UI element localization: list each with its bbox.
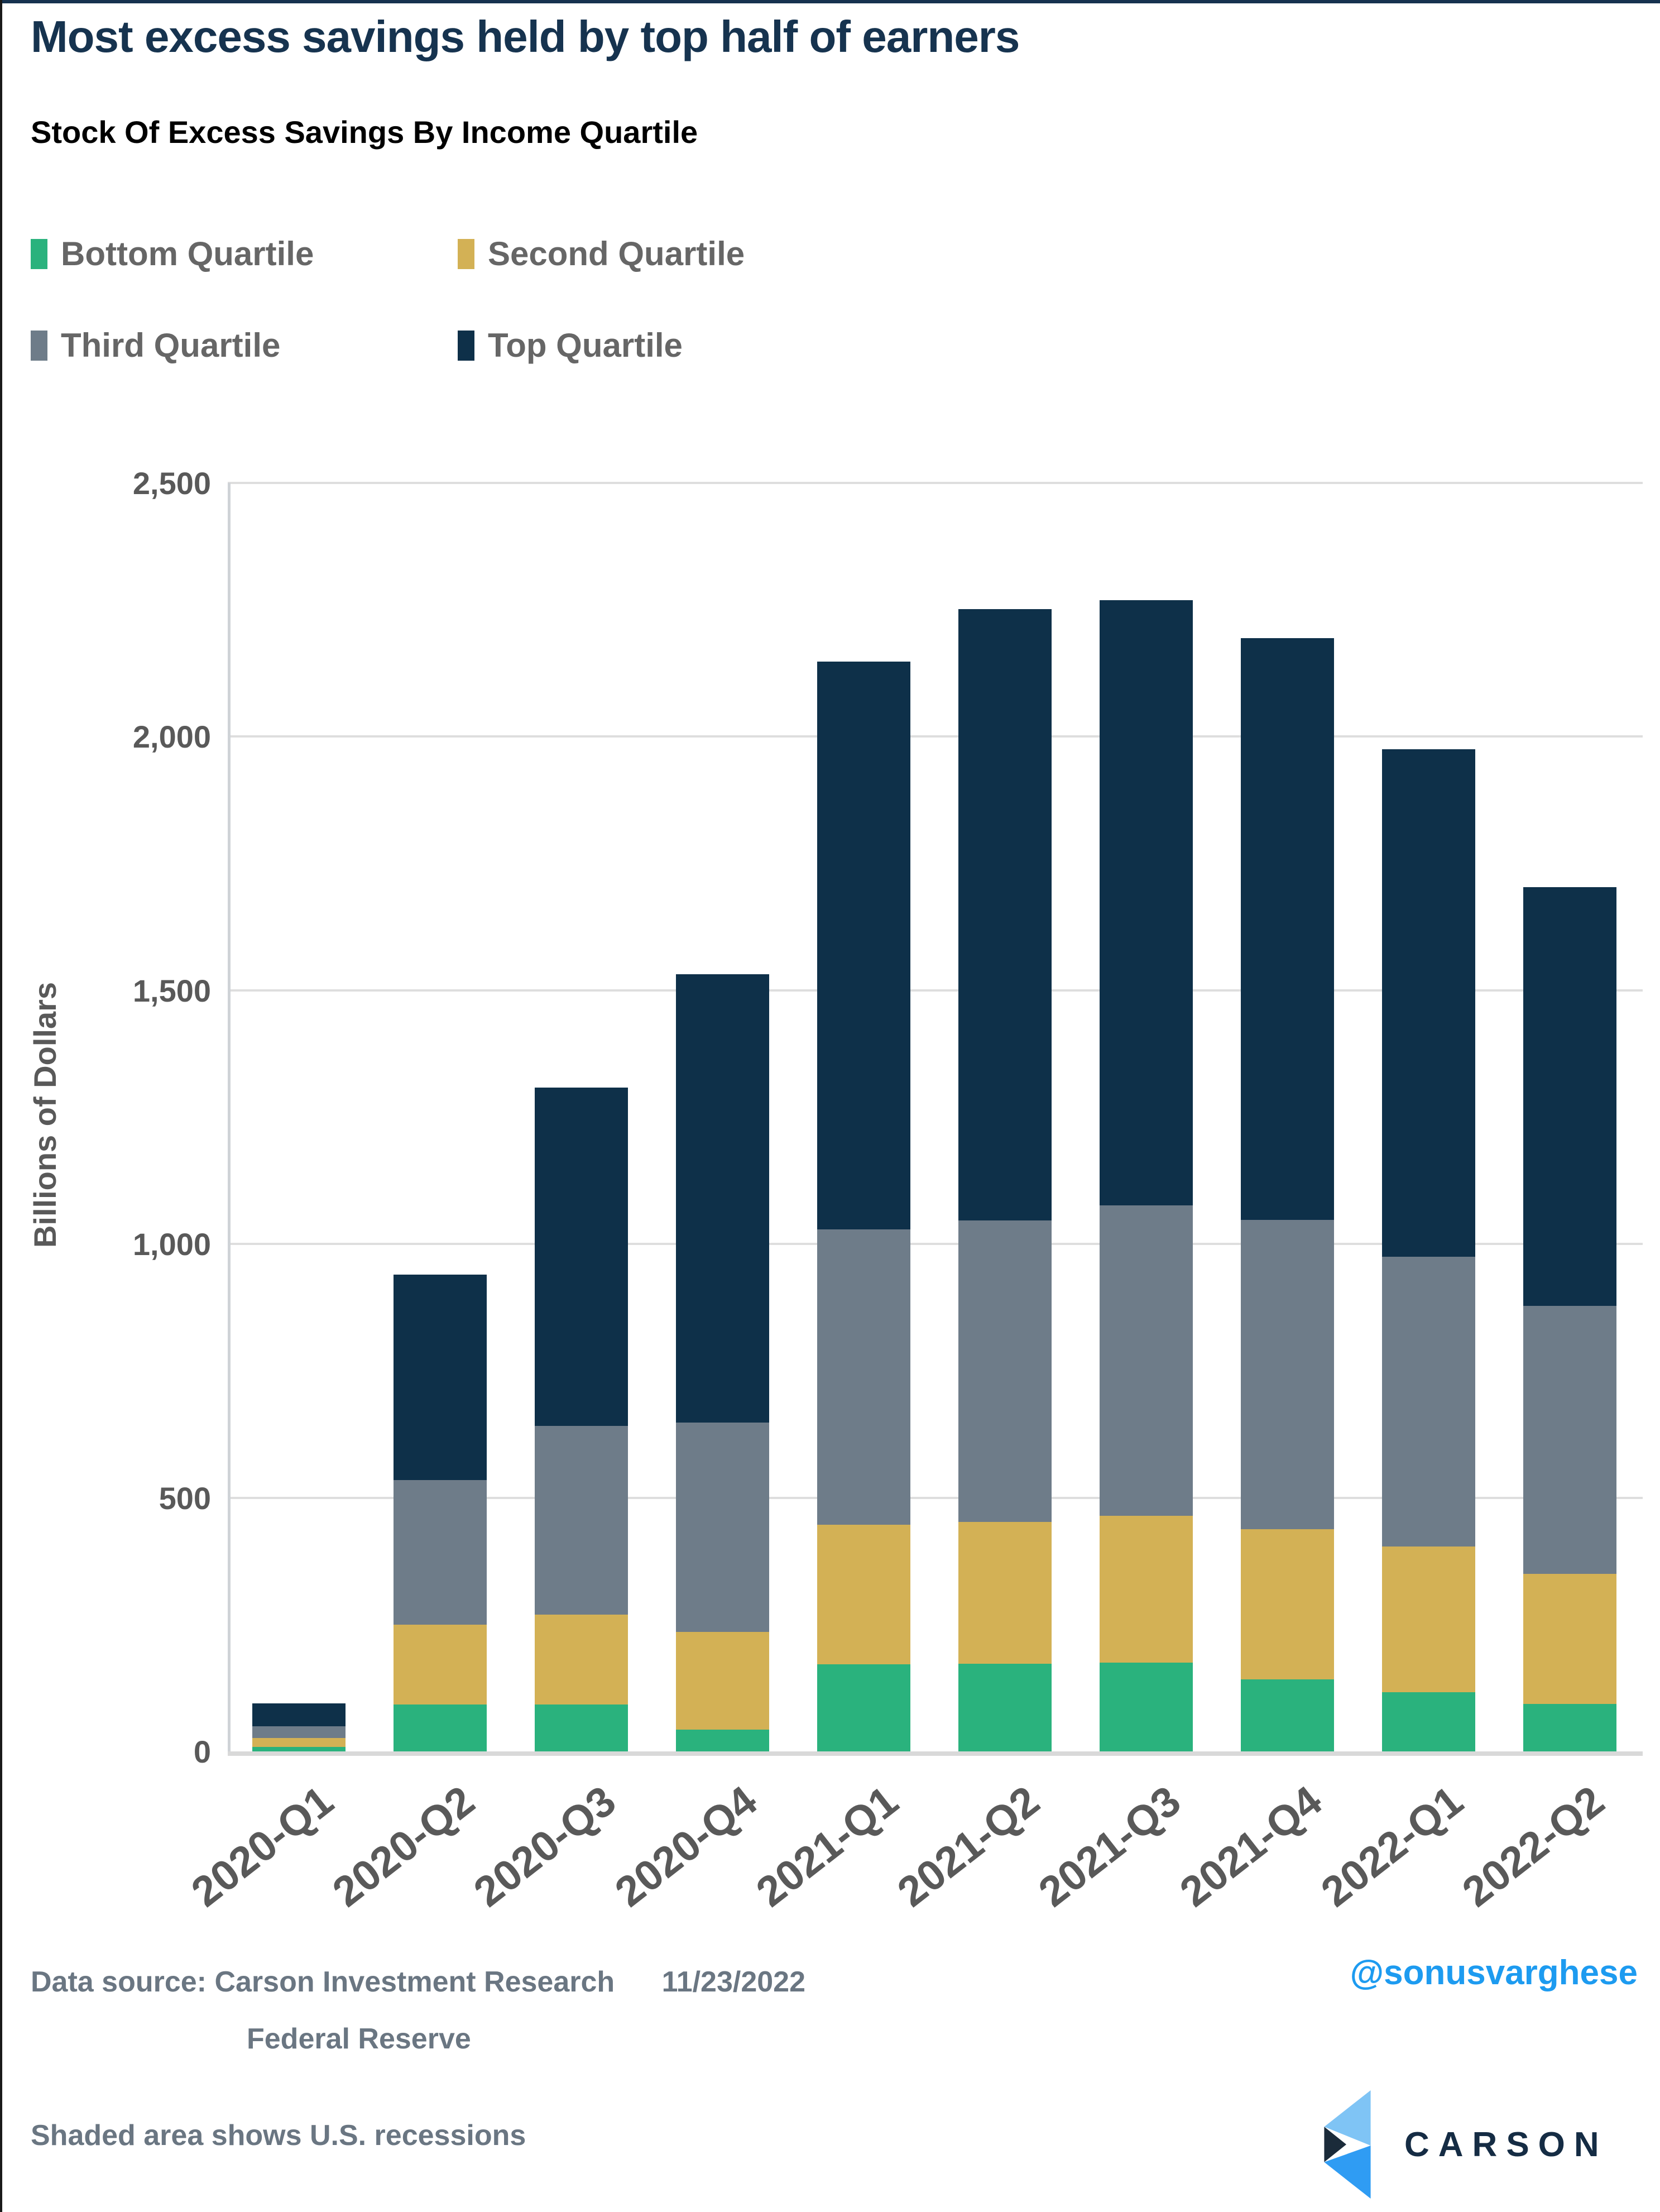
bar-segment-top-quartile [1381, 749, 1475, 1257]
bar-segment-third-quartile [1381, 1256, 1475, 1547]
legend-swatch-second-quartile-icon [458, 238, 474, 269]
bar-segment-top-quartile [534, 1088, 628, 1426]
legend-item-bottom-quartile: Bottom Quartile [31, 234, 458, 273]
bar-segment-second-quartile [393, 1624, 487, 1705]
legend-item-second-quartile: Second Quartile [458, 234, 745, 273]
bar-segment-top-quartile [252, 1703, 346, 1726]
chart-subtitle: Stock Of Excess Savings By Income Quarti… [31, 114, 698, 150]
gridline [228, 989, 1643, 992]
y-tick-label: 2,500 [132, 466, 211, 501]
legend-swatch-bottom-quartile-icon [31, 238, 47, 269]
bar-segment-top-quartile [817, 661, 910, 1229]
bar-segment-bottom-quartile [675, 1729, 769, 1751]
bar-segment-bottom-quartile [1523, 1704, 1616, 1751]
x-axis-line [228, 1751, 1643, 1756]
recession-note: Shaded area shows U.S. recessions [31, 2119, 526, 2152]
bar-segment-third-quartile [1099, 1205, 1193, 1516]
y-tick-label: 0 [193, 1734, 211, 1769]
twitter-handle: @sonusvarghese [1350, 1954, 1638, 1992]
legend-swatch-top-quartile-icon [458, 330, 474, 361]
bar-segment-bottom-quartile [393, 1705, 487, 1751]
y-axis-title: Billions of Dollars [27, 981, 63, 1248]
gridline [228, 1496, 1643, 1499]
left-edge-border [0, 0, 2, 2212]
bar-segment-second-quartile [1381, 1546, 1475, 1692]
y-tick-label: 1,000 [132, 1227, 211, 1262]
bar-segment-top-quartile [1523, 887, 1616, 1306]
bar-segment-bottom-quartile [1240, 1679, 1334, 1751]
bar-segment-top-quartile [1240, 638, 1334, 1220]
y-tick-label: 500 [159, 1480, 211, 1516]
legend-swatch-third-quartile-icon [31, 330, 47, 361]
bar-segment-bottom-quartile [817, 1664, 910, 1751]
bar-segment-second-quartile [252, 1738, 346, 1747]
bar-segment-second-quartile [1523, 1573, 1616, 1705]
data-source-line: Data source: Carson Investment Research … [31, 1965, 805, 1999]
bar-segment-second-quartile [675, 1631, 769, 1730]
legend-label: Third Quartile [61, 327, 281, 364]
bar-segment-third-quartile [1523, 1306, 1616, 1574]
bar-segment-third-quartile [252, 1726, 346, 1739]
bar-segment-bottom-quartile [534, 1705, 628, 1751]
bar-segment-second-quartile [534, 1614, 628, 1705]
bar-segment-third-quartile [675, 1423, 769, 1632]
bar-segment-bottom-quartile [1381, 1692, 1475, 1751]
bar-segment-top-quartile [675, 974, 769, 1423]
legend-label: Top Quartile [488, 327, 683, 364]
legend-item-third-quartile: Third Quartile [31, 326, 458, 365]
data-source-org: Carson Investment Research [214, 1966, 615, 1998]
bar-segment-bottom-quartile [252, 1746, 346, 1751]
data-source-label: Data source: [31, 1966, 207, 1998]
legend-label: Second Quartile [488, 235, 745, 272]
gridline [228, 482, 1643, 484]
bar-segment-second-quartile [1240, 1529, 1334, 1679]
bar-segment-third-quartile [958, 1220, 1052, 1522]
bar-segment-top-quartile [393, 1274, 487, 1480]
legend-label: Bottom Quartile [61, 235, 314, 272]
gridline [228, 735, 1643, 738]
bar-segment-top-quartile [1099, 600, 1193, 1206]
gridline [228, 1243, 1643, 1246]
bar-segment-third-quartile [817, 1229, 910, 1525]
carson-logo: CARSON [1324, 2089, 1608, 2200]
bar-segment-bottom-quartile [1099, 1662, 1193, 1751]
bar-segment-third-quartile [393, 1480, 487, 1625]
y-axis-line [228, 483, 231, 1755]
data-source-org2: Federal Reserve [247, 2023, 471, 2055]
carson-logo-icon [1324, 2090, 1371, 2199]
legend-item-top-quartile: Top Quartile [458, 326, 745, 365]
bar-segment-second-quartile [1099, 1516, 1193, 1663]
bar-segment-third-quartile [534, 1425, 628, 1615]
bar-segment-bottom-quartile [958, 1663, 1052, 1751]
bar-segment-second-quartile [958, 1522, 1052, 1664]
legend: Bottom Quartile Second Quartile Third Qu… [31, 234, 745, 365]
bar-segment-second-quartile [817, 1524, 910, 1664]
carson-wordmark: CARSON [1404, 2125, 1608, 2164]
top-accent-border [0, 0, 1660, 3]
y-tick-label: 1,500 [132, 973, 211, 1008]
page-title: Most excess savings held by top half of … [31, 12, 1020, 61]
bar-segment-third-quartile [1240, 1220, 1334, 1529]
data-source-date: 11/23/2022 [661, 1966, 806, 1998]
y-tick-label: 2,000 [132, 719, 211, 755]
bar-segment-top-quartile [958, 609, 1052, 1221]
